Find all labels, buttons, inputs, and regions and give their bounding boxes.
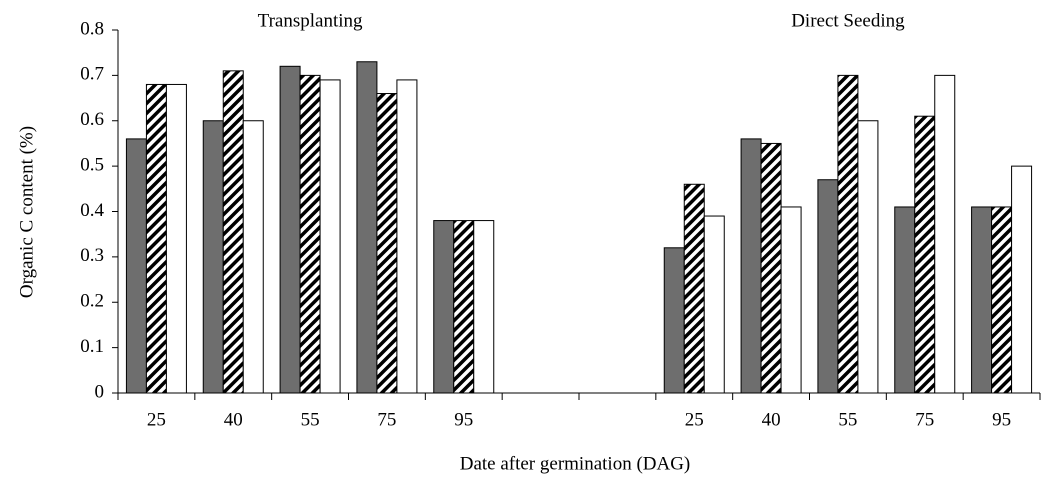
bar (433, 220, 455, 394)
bar (703, 215, 725, 394)
bar (279, 65, 301, 394)
x-tick-label: 75 (377, 409, 396, 430)
bar (299, 74, 321, 394)
bar (780, 206, 802, 394)
y-tick-label: 0.2 (80, 291, 104, 312)
bar (837, 74, 859, 394)
bar (663, 247, 685, 394)
bar (356, 61, 378, 394)
bar (914, 115, 936, 394)
x-tick-label: 40 (762, 409, 781, 430)
x-tick-label: 95 (992, 409, 1011, 430)
bar (165, 83, 187, 394)
x-tick-label: 25 (685, 409, 704, 430)
bar (125, 138, 147, 394)
x-tick-label: 75 (915, 409, 934, 430)
bar (894, 206, 916, 394)
bar (145, 83, 167, 394)
annotation: Direct Seeding (791, 10, 905, 31)
bar (376, 93, 398, 394)
bar (1011, 165, 1033, 394)
x-tick-label: 55 (301, 409, 320, 430)
x-tick-label: 95 (454, 409, 473, 430)
bar (760, 142, 782, 394)
x-tick-label: 40 (224, 409, 243, 430)
y-axis-label: Organic C content (%) (16, 126, 37, 298)
bar (817, 179, 839, 394)
y-tick-label: 0.5 (80, 154, 104, 175)
bar (222, 70, 244, 394)
bar (242, 120, 264, 394)
bar (971, 206, 993, 394)
bar (453, 220, 475, 394)
y-tick-label: 0.6 (80, 109, 104, 130)
y-tick-label: 0 (95, 381, 105, 402)
y-tick-label: 0.3 (80, 245, 104, 266)
annotation: Transplanting (258, 10, 363, 31)
bar (319, 79, 341, 394)
bar (473, 220, 495, 394)
bar (202, 120, 224, 394)
y-tick-label: 0.8 (80, 18, 104, 39)
x-axis-label: Date after germination (DAG) (460, 453, 691, 474)
bar (991, 206, 1013, 394)
bar (683, 183, 705, 394)
bar (740, 138, 762, 394)
bar (934, 74, 956, 394)
y-tick-label: 0.4 (80, 200, 104, 221)
y-tick-label: 0.7 (80, 64, 104, 85)
bar (857, 120, 879, 394)
y-tick-label: 0.1 (80, 336, 104, 357)
x-tick-label: 25 (147, 409, 166, 430)
x-tick-label: 55 (838, 409, 857, 430)
bar (396, 79, 418, 394)
